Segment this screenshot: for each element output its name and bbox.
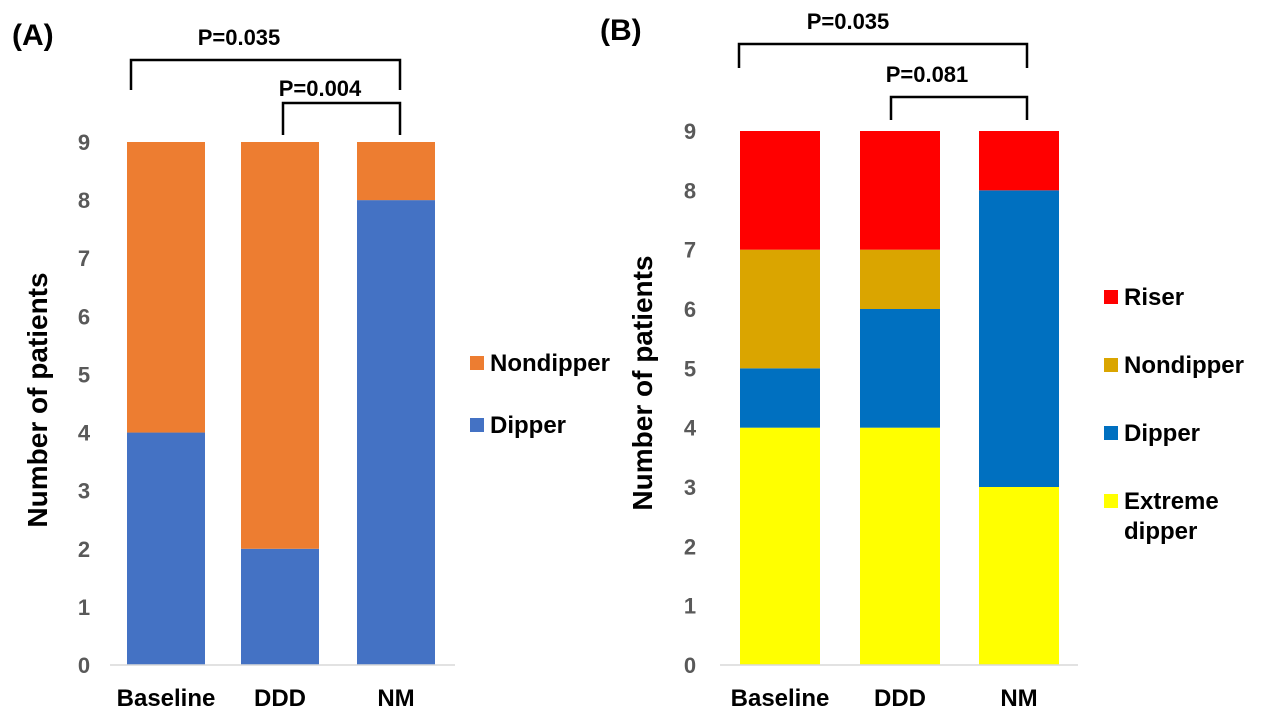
legend-swatch	[1104, 290, 1118, 304]
bar-riser-baseline	[740, 131, 820, 250]
legend-swatch	[470, 418, 484, 432]
y-axis-label: Number of patients	[22, 272, 53, 527]
y-tick-label: 4	[684, 416, 697, 441]
y-tick-label: 5	[684, 356, 696, 381]
bar-dipper-ddd	[241, 548, 319, 665]
bar-extreme-dipper-baseline	[740, 427, 820, 665]
y-tick-label: 6	[684, 297, 696, 322]
bar-riser-ddd	[860, 131, 940, 250]
significance-bracket	[889, 95, 1029, 120]
bar-nondipper-baseline	[740, 249, 820, 369]
bar-nondipper-nm	[357, 142, 435, 201]
y-tick-label: 7	[684, 238, 696, 263]
legend-label: Extreme dipper	[1124, 488, 1219, 545]
x-tick-label: NM	[1000, 685, 1037, 712]
y-tick-label: 3	[78, 479, 90, 504]
y-tick-label: 8	[684, 178, 696, 203]
y-tick-label: 0	[684, 653, 696, 678]
panel-label: (B)	[600, 14, 642, 47]
legend-label: Nondipper	[1124, 352, 1244, 379]
y-tick-label: 6	[78, 304, 90, 329]
y-tick-label: 7	[78, 246, 90, 271]
chart-panel-b: (B) Number of patients 0 1 2 3 4 5 6 7 8 9 Baseline D…	[600, 9, 1244, 712]
legend-swatch	[470, 356, 484, 370]
y-tick-label: 2	[684, 534, 696, 559]
x-tick-label: DDD	[874, 685, 926, 712]
legend-swatch	[1104, 494, 1118, 508]
y-tick-label: 8	[78, 188, 90, 213]
bar-dipper-nm	[979, 190, 1059, 488]
bar-dipper-baseline	[127, 432, 205, 665]
bar-extreme-dipper-nm	[979, 487, 1059, 665]
x-tick-label: Baseline	[117, 685, 216, 712]
p-value-label: P=0.081	[886, 62, 969, 87]
bar-nondipper-ddd	[241, 142, 319, 549]
p-value-label: P=0.035	[807, 9, 890, 34]
x-tick-label: DDD	[254, 685, 306, 712]
bar-dipper-nm	[357, 200, 435, 665]
bar-nondipper-baseline	[127, 142, 205, 433]
legend-swatch	[1104, 358, 1118, 372]
y-tick-label: 1	[78, 595, 90, 620]
bar-nondipper-ddd	[860, 249, 940, 309]
p-value-label: P=0.004	[279, 76, 362, 101]
legend-label: Nondipper	[490, 350, 610, 377]
y-tick-label: 9	[684, 119, 696, 144]
y-tick-label: 4	[78, 421, 91, 446]
significance-bracket	[129, 58, 402, 90]
y-tick-label: 3	[684, 475, 696, 500]
y-tick-label: 9	[78, 130, 90, 155]
bar-riser-nm	[979, 131, 1059, 191]
bar-dipper-baseline	[740, 368, 820, 428]
y-tick-label: 5	[78, 362, 90, 387]
legend-label: Riser	[1124, 284, 1184, 311]
x-tick-label: Baseline	[731, 685, 830, 712]
y-tick-label: 1	[684, 594, 696, 619]
x-tick-label: NM	[377, 685, 414, 712]
legend-label: Dipper	[490, 412, 566, 439]
y-tick-label: 0	[78, 653, 90, 678]
y-tick-label: 2	[78, 537, 90, 562]
bar-dipper-ddd	[860, 309, 940, 428]
legend-swatch	[1104, 426, 1118, 440]
legend-label: Dipper	[1124, 420, 1200, 447]
panel-label: (A)	[12, 19, 54, 52]
bar-extreme-dipper-ddd	[860, 427, 940, 665]
significance-bracket	[737, 42, 1029, 68]
p-value-label: P=0.035	[198, 25, 281, 50]
chart-panel-a: (A) Number of patients 0 1 2 3 4 5 6 7 8 9 Baseline D…	[12, 19, 610, 712]
y-axis-label: Number of patients	[627, 255, 658, 510]
significance-bracket	[281, 101, 402, 135]
